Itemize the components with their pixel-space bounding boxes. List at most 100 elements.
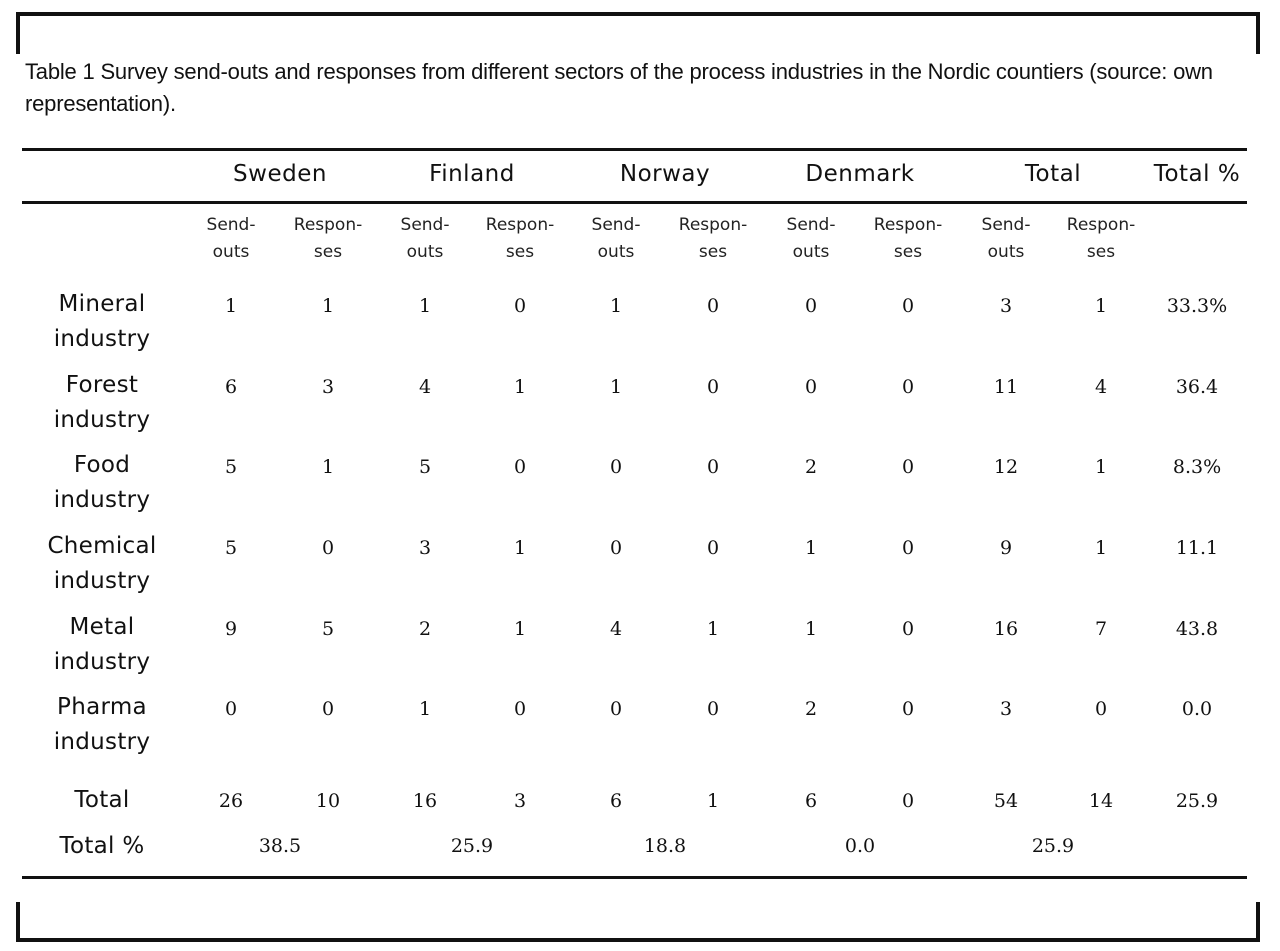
bottom-rule [22, 876, 1247, 879]
table-cell: 1 [609, 376, 623, 398]
table-cell: 0 [901, 698, 915, 720]
table-cell: 6 [224, 376, 238, 398]
table-cell: 1 [513, 537, 527, 559]
table-cell: 9 [999, 537, 1013, 559]
header-total-percent: Total % [1153, 161, 1241, 187]
total-cell: 6 [609, 790, 623, 812]
total-cell: 0 [901, 790, 915, 812]
header-finland: Finland [429, 161, 515, 187]
table-cell: 1 [418, 295, 432, 317]
table-cell: 7 [1094, 618, 1108, 640]
header-rule [22, 201, 1247, 204]
table-cell: 1 [609, 295, 623, 317]
total-cell: 26 [218, 790, 244, 812]
table-cell: 1 [321, 295, 335, 317]
table-cell: 0 [609, 537, 623, 559]
table-cell: 1 [418, 698, 432, 720]
table-cell: 0 [901, 456, 915, 478]
table-cell: 4 [609, 618, 623, 640]
table-cell: 11 [993, 376, 1019, 398]
row-label: Metal industry [53, 614, 151, 675]
subheader-sendouts: Send-outs [981, 215, 1031, 262]
table-cell: 0 [804, 295, 818, 317]
total-cell: 3 [513, 790, 527, 812]
table-cell: 0 [901, 537, 915, 559]
table-cell: 2 [418, 618, 432, 640]
top-frame-bracket [16, 12, 1260, 54]
table-cell: 2 [804, 456, 818, 478]
table-cell: 16 [993, 618, 1019, 640]
header-norway: Norway [619, 161, 711, 187]
total-cell: 6 [804, 790, 818, 812]
row-label: Pharma industry [53, 694, 151, 755]
total-row-percent: 25.9 [1175, 790, 1219, 812]
total-percent-row-label: Total % [59, 833, 145, 859]
header-sweden: Sweden [233, 161, 327, 187]
table-cell: 0 [513, 295, 527, 317]
row-total-percent: 8.3% [1172, 456, 1222, 478]
table-cell: 1 [513, 376, 527, 398]
table-cell: 0 [609, 456, 623, 478]
subheader-sendouts: Send-outs [206, 215, 256, 262]
row-total-percent: 11.1 [1175, 537, 1219, 559]
table-cell: 0 [706, 295, 720, 317]
table-cell: 1 [224, 295, 238, 317]
table-cell: 0 [706, 456, 720, 478]
total-cell: 54 [993, 790, 1019, 812]
total-percent-cell: 0.0 [844, 835, 876, 857]
table-cell: 0 [513, 456, 527, 478]
table-cell: 3 [418, 537, 432, 559]
subheader-responses: Respon-ses [293, 215, 363, 262]
table-cell: 0 [321, 537, 335, 559]
subheader-sendouts: Send-outs [786, 215, 836, 262]
table-cell: 3 [999, 698, 1013, 720]
table-cell: 1 [1094, 456, 1108, 478]
row-total-percent: 33.3% [1166, 295, 1228, 317]
row-label: Forest industry [53, 372, 151, 433]
top-rule [22, 148, 1247, 151]
table-cell: 5 [418, 456, 432, 478]
table-cell: 4 [1094, 376, 1108, 398]
total-row-label: Total [74, 787, 130, 813]
subheader-responses: Respon-ses [873, 215, 943, 262]
subheader-responses: Respon-ses [678, 215, 748, 262]
total-cell: 1 [706, 790, 720, 812]
table-cell: 0 [321, 698, 335, 720]
table-cell: 1 [1094, 537, 1108, 559]
total-percent-cell: 18.8 [643, 835, 687, 857]
row-label: Chemical industry [47, 533, 157, 594]
total-cell: 14 [1088, 790, 1114, 812]
subheader-sendouts: Send-outs [400, 215, 450, 262]
table-cell: 0 [513, 698, 527, 720]
table-caption: Table 1 Survey send-outs and responses f… [25, 59, 1213, 116]
table-cell: 1 [804, 537, 818, 559]
table-cell: 1 [804, 618, 818, 640]
header-denmark: Denmark [805, 161, 915, 187]
table-cell: 0 [901, 295, 915, 317]
bottom-frame-bracket [16, 902, 1260, 942]
table-cell: 3 [999, 295, 1013, 317]
table-cell: 9 [224, 618, 238, 640]
table-cell: 1 [1094, 295, 1108, 317]
table-cell: 5 [224, 537, 238, 559]
table-cell: 4 [418, 376, 432, 398]
table-cell: 0 [224, 698, 238, 720]
total-cell: 16 [412, 790, 438, 812]
table-cell: 2 [804, 698, 818, 720]
row-total-percent: 36.4 [1175, 376, 1219, 398]
row-label: Food industry [53, 452, 151, 513]
table-cell: 0 [706, 376, 720, 398]
header-total: Total [1024, 161, 1082, 187]
subheader-responses: Respon-ses [485, 215, 555, 262]
subheader-sendouts: Send-outs [591, 215, 641, 262]
table-cell: 0 [901, 376, 915, 398]
total-percent-cell: 38.5 [258, 835, 302, 857]
table-cell: 3 [321, 376, 335, 398]
table-cell: 5 [224, 456, 238, 478]
subheader-responses: Respon-ses [1066, 215, 1136, 262]
total-cell: 10 [315, 790, 341, 812]
table-cell: 1 [706, 618, 720, 640]
table-cell: 0 [1094, 698, 1108, 720]
table-cell: 12 [993, 456, 1019, 478]
row-label: Mineral industry [53, 291, 151, 352]
